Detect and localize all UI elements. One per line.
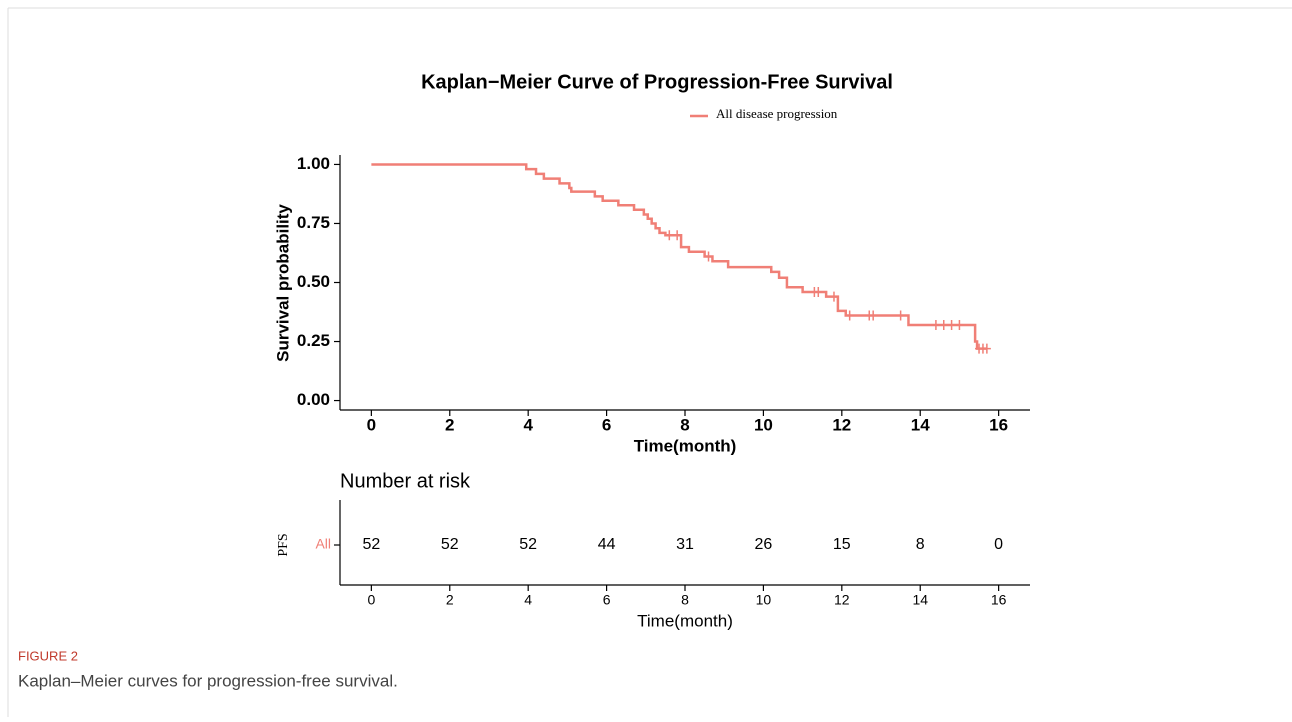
risk-y-label: PFS [276, 533, 291, 556]
x-tick-label: 2 [445, 415, 454, 434]
risk-x-tick-label: 10 [756, 592, 772, 608]
y-tick-label: 0.00 [297, 390, 330, 409]
x-tick-label: 0 [367, 415, 376, 434]
risk-count: 26 [755, 536, 773, 553]
censor-mark [939, 320, 948, 330]
censor-mark [704, 251, 713, 262]
chart-title: Kaplan−Meier Curve of Progression-Free S… [421, 71, 893, 93]
risk-count: 52 [441, 536, 459, 553]
censor-mark [869, 310, 878, 321]
censor-mark [931, 320, 940, 330]
survival-curve [371, 163, 987, 350]
x-tick-label: 16 [989, 415, 1008, 434]
risk-group-label: All [315, 536, 331, 552]
y-tick-label: 0.50 [297, 272, 330, 291]
x-tick-label: 6 [602, 415, 611, 434]
risk-x-tick-label: 6 [603, 592, 611, 608]
risk-x-tick-label: 12 [834, 592, 850, 608]
x-tick-label: 8 [680, 415, 689, 434]
risk-count: 52 [519, 536, 537, 553]
y-tick-label: 0.25 [297, 331, 330, 350]
risk-x-tick-label: 4 [524, 592, 532, 608]
risk-count: 8 [916, 536, 925, 553]
risk-count: 44 [598, 536, 616, 553]
censor-mark [845, 310, 854, 321]
x-tick-label: 4 [523, 415, 533, 434]
risk-title: Number at risk [340, 470, 471, 492]
x-tick-label: 10 [754, 415, 773, 434]
censor-mark [982, 343, 991, 354]
censor-mark [673, 230, 682, 241]
risk-x-tick-label: 16 [991, 592, 1007, 608]
y-tick-label: 1.00 [297, 154, 330, 173]
y-axis-label: Survival probability [273, 204, 292, 362]
figure-caption: Kaplan–Meier curves for progression-free… [18, 671, 398, 690]
censor-mark [829, 291, 838, 302]
risk-count: 0 [994, 536, 1003, 553]
risk-x-axis-label: Time(month) [637, 611, 733, 630]
censor-mark [896, 310, 905, 321]
x-tick-label: 14 [911, 415, 930, 434]
risk-x-tick-label: 0 [367, 592, 375, 608]
censor-mark [955, 320, 964, 330]
risk-x-tick-label: 14 [912, 592, 928, 608]
figure-label: FIGURE 2 [18, 648, 78, 663]
risk-count: 15 [833, 536, 851, 553]
y-tick-label: 0.75 [297, 213, 330, 232]
risk-count: 52 [362, 536, 380, 553]
x-axis-label: Time(month) [634, 436, 737, 455]
risk-x-tick-label: 8 [681, 592, 689, 608]
risk-count: 31 [676, 536, 694, 553]
x-tick-label: 12 [832, 415, 851, 434]
censor-mark [947, 320, 956, 330]
legend-label: All disease progression [716, 106, 838, 121]
risk-x-tick-label: 2 [446, 592, 454, 608]
censor-mark [814, 286, 823, 297]
censor-mark [665, 230, 674, 241]
